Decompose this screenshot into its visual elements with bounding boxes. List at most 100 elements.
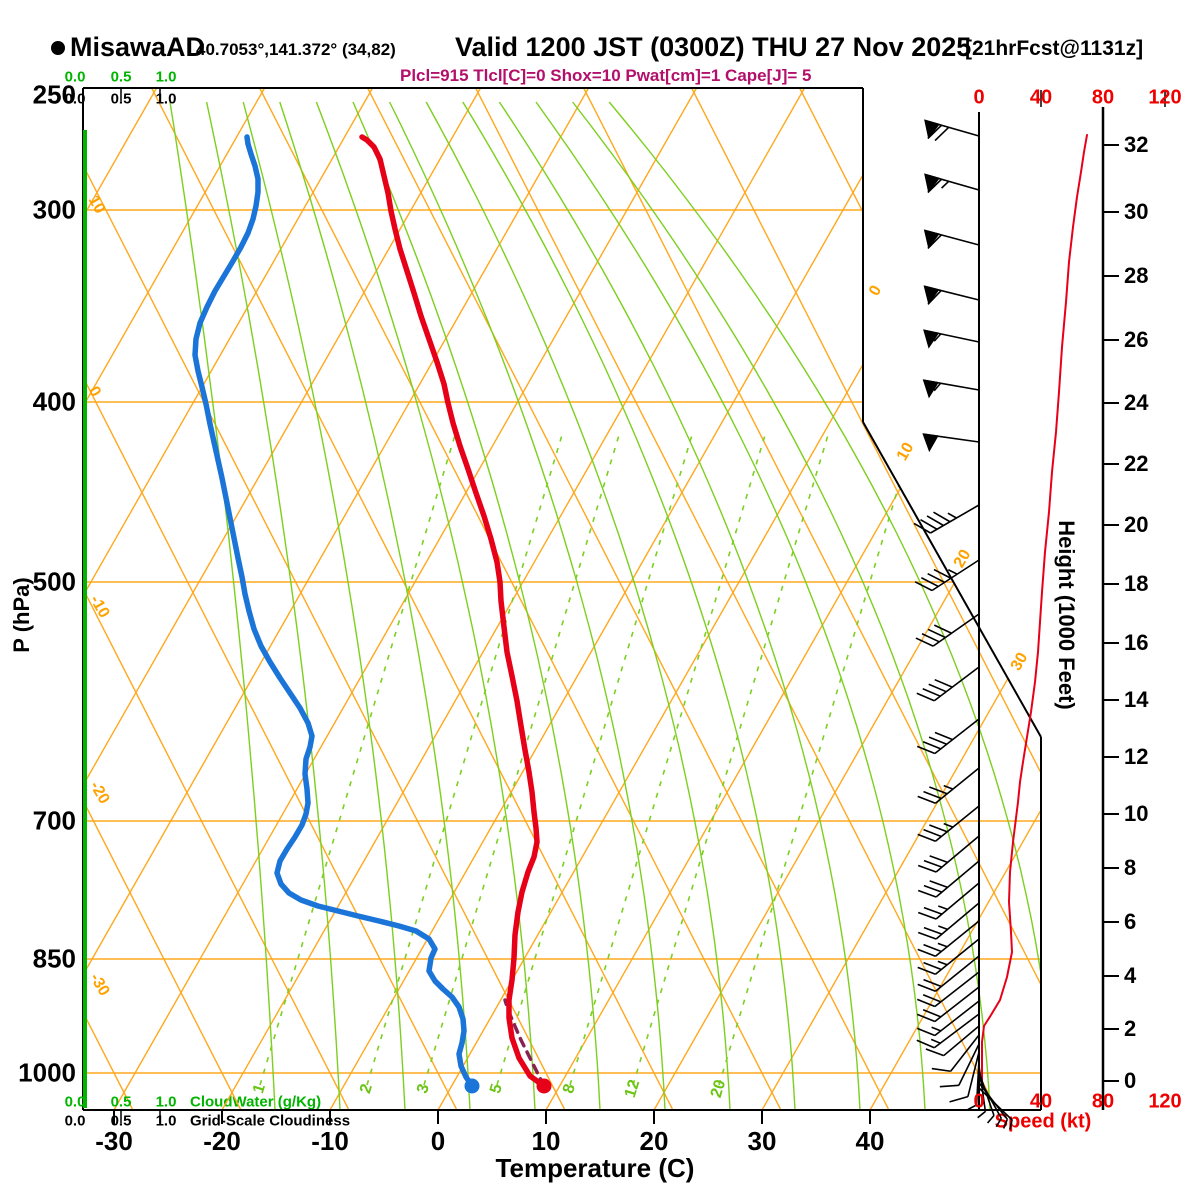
height-tick-label: 8 (1124, 855, 1137, 880)
barb-feather (917, 966, 936, 975)
speed-tick-label-bottom: 120 (1148, 1090, 1182, 1113)
barb-feather (927, 290, 942, 305)
wind-speed-profile (981, 134, 1088, 1088)
barb-half-feather (1009, 1119, 1013, 1130)
barb-feather (922, 993, 942, 1003)
barb-feather (923, 790, 942, 800)
barb-feather (934, 126, 950, 142)
wind-barb (917, 955, 980, 992)
cloudiness-scale-value: 0.0 (64, 1112, 86, 1130)
barb-feather (923, 943, 942, 953)
wind-barb (924, 119, 980, 142)
dry-adiabat-line (83, 88, 458, 1110)
wind-barb (917, 805, 980, 842)
barb-pennant (922, 433, 939, 453)
temp-tick-label: 30 (747, 1126, 777, 1156)
cloudwater-scale-value: 0.0 (64, 68, 86, 86)
barb-half-feather (977, 1110, 986, 1119)
barb-feather (929, 824, 948, 833)
cloudwater-legend: CloudWater (g/Kg) (190, 1093, 322, 1111)
barb-half-feather (967, 1104, 977, 1111)
moist-adiabat-line (315, 101, 536, 1110)
height-tick-label: 16 (1124, 630, 1149, 655)
barb-feather (916, 1013, 936, 1023)
pressure-tick-label: 400 (32, 386, 76, 417)
temp-tick-label: -10 (311, 1126, 349, 1156)
moist-adiabat-line (205, 101, 341, 1110)
dewpoint-curve (192, 134, 475, 1089)
wind-barb (923, 329, 980, 349)
wind-barb (916, 986, 980, 1023)
barb-feather (916, 1039, 935, 1049)
mixing-ratio-line (632, 429, 831, 1086)
temp-tick-label: 20 (639, 1126, 669, 1156)
barb-half-feather (943, 822, 954, 828)
barb-feather (917, 864, 937, 873)
mixing-ratio-line (569, 429, 768, 1086)
dry-adiabat-line (259, 88, 782, 1110)
speed-tick-label-bottom: 40 (1029, 1090, 1053, 1113)
barb-feather (934, 678, 953, 688)
barb-half-feather (933, 382, 942, 392)
speed-tick-label-bottom: 0 (973, 1090, 985, 1113)
barb-feather (929, 786, 948, 795)
station-coordinates: 40.7053°,141.372° (34,82) (196, 40, 396, 59)
barb-pennant (922, 379, 939, 399)
dry-adiabat-line (367, 88, 890, 1110)
temp-tick-label: -30 (95, 1126, 133, 1156)
speed-tick-label-top: 120 (1148, 86, 1182, 109)
barb-feather (927, 572, 945, 584)
wind-barb (923, 285, 980, 305)
barb-pennant (923, 329, 940, 349)
moist-adiabat-line (462, 101, 796, 1110)
barb-feather (914, 581, 933, 592)
barb-feather (927, 124, 943, 140)
height-tick-label: 12 (1124, 744, 1149, 769)
dry-adiabat-line (475, 88, 998, 1110)
barb-feather (928, 736, 947, 745)
moist-adiabat-line (535, 101, 926, 1110)
height-tick-label: 24 (1124, 390, 1149, 415)
dry-adiabat-line (691, 88, 1041, 1110)
cloudiness-scale-value: 0.5 (110, 1112, 132, 1130)
isotherm-line (761, 88, 1041, 1110)
barb-half-feather (986, 1114, 995, 1124)
cloudiness-legend: Grid-Scale Cloudiness (190, 1112, 351, 1130)
barb-pennant (923, 285, 940, 305)
wind-barb (916, 1013, 980, 1049)
barb-half-feather (943, 784, 954, 790)
barb-feather (923, 884, 943, 893)
wind-barb (939, 1043, 980, 1088)
moist-adiabat-line (608, 101, 1041, 1110)
barb-feather (913, 522, 931, 534)
dry-adiabat-line (83, 88, 350, 1110)
height-tick-label: 14 (1124, 687, 1149, 712)
barb-feather (927, 628, 946, 639)
pressure-tick-label: 500 (32, 566, 76, 597)
barb-feather (922, 687, 941, 697)
barb-half-feather (937, 960, 948, 966)
dry-adiabat-line (583, 88, 1041, 1110)
pressure-tick-label: 300 (32, 194, 76, 225)
frame-diagonal (862, 421, 1042, 738)
barb-feather (926, 515, 944, 527)
surface-temperature-dot (536, 1078, 552, 1094)
isotherm-line (869, 88, 1041, 1110)
isotherm-line (83, 88, 374, 1110)
barb-half-feather (933, 333, 942, 342)
cloudwater-scale-value: 0.0 (64, 1093, 86, 1111)
moist-adiabat-line (388, 101, 666, 1110)
barb-feather (916, 692, 935, 702)
cloudiness-scale-value: 1.0 (155, 90, 177, 108)
barb-feather (927, 234, 942, 249)
temp-tick-label: -20 (203, 1126, 241, 1156)
barb-feather (923, 961, 942, 971)
barb-half-feather (941, 180, 950, 189)
wind-barb (923, 229, 980, 249)
barb-half-feather (931, 1026, 942, 1032)
moist-adiabat-line (169, 101, 276, 1110)
wind-barb (922, 379, 980, 399)
valid-time-title: Valid 1200 JST (0300Z) THU 27 Nov 2025 (455, 32, 972, 62)
